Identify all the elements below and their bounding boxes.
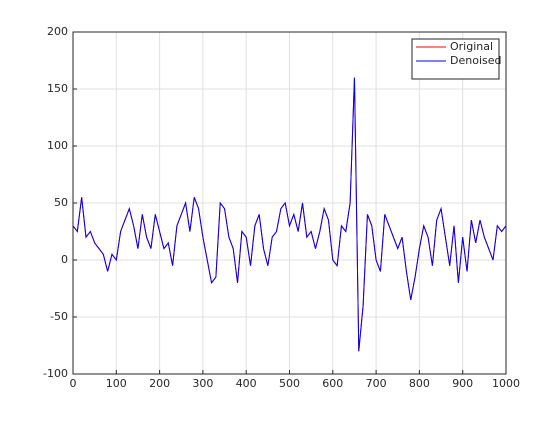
- x-tick-label: 0: [70, 377, 77, 390]
- y-tick-label: 100: [47, 139, 68, 152]
- y-tick-label: 0: [61, 253, 68, 266]
- y-tick-label: -100: [43, 367, 68, 380]
- legend-label: Denoised: [450, 54, 501, 67]
- x-tick-label: 300: [192, 377, 213, 390]
- x-tick-label: 400: [236, 377, 257, 390]
- x-tick-label: 600: [322, 377, 343, 390]
- y-tick-label: -50: [50, 310, 68, 323]
- x-tick-label: 100: [106, 377, 127, 390]
- plot-frame: [72, 31, 507, 375]
- x-tick-label: 1000: [492, 377, 520, 390]
- x-tick-label: 500: [279, 377, 300, 390]
- x-tick-label: 700: [366, 377, 387, 390]
- x-tick-label: 800: [409, 377, 430, 390]
- series-line: [72, 77, 507, 352]
- x-tick-label: 900: [452, 377, 473, 390]
- y-tick-label: 200: [47, 25, 68, 38]
- legend-label: Original: [450, 40, 493, 53]
- legend-box: [411, 38, 500, 80]
- y-tick-label: 150: [47, 82, 68, 95]
- x-tick-label: 200: [149, 377, 170, 390]
- y-tick-label: 50: [54, 196, 68, 209]
